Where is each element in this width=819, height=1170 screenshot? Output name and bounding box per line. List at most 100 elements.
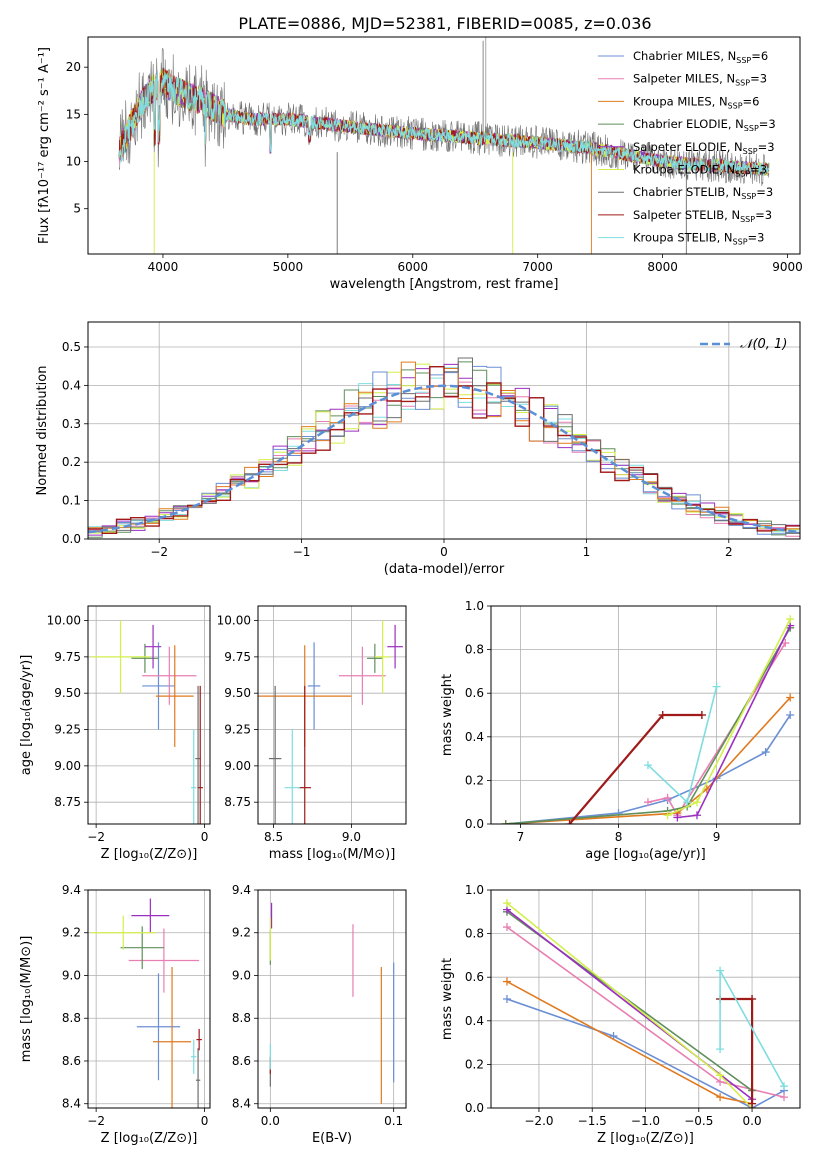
axes-frame (87, 605, 211, 825)
y-tick-label: 0.0 (465, 817, 484, 831)
x-axis-label: mass [log₁₀(M/M⊙)] (269, 847, 396, 862)
y-tick-label: 10.00 (47, 614, 81, 628)
y-tick-label: 0.0 (62, 532, 81, 546)
legend-label-text: Salpeter ELODIE, N (633, 140, 743, 154)
legend-label-value: =3 (750, 72, 767, 86)
x-tick-label: −2 (87, 830, 105, 844)
plot-area (90, 898, 202, 1108)
y-tick-label: 8.4 (232, 1097, 251, 1111)
legend-label-text: Chabrier STELIB, N (633, 185, 741, 199)
y-tick-label: 9.25 (224, 723, 251, 737)
plot-area (269, 902, 395, 1104)
mass-weight-marker (786, 711, 795, 719)
y-tick-label: 8.75 (54, 795, 81, 809)
y-tick-label: 5 (73, 202, 81, 216)
mass-weight-marker (693, 798, 701, 807)
x-tick-label: 5000 (273, 260, 304, 274)
legend-label-sub: SSP (733, 238, 748, 247)
y-tick-label: 0.2 (465, 773, 484, 787)
legend-label: Chabrier STELIB, NSSP=3 (633, 185, 773, 201)
y-tick-label: 0.6 (465, 686, 484, 700)
mass-weight-marker (614, 809, 623, 818)
axes-frame (257, 605, 407, 825)
y-tick-label: 9.00 (224, 759, 251, 773)
y-tick-label: 9.50 (224, 686, 251, 700)
x-tick-label: −2.0 (524, 1114, 553, 1128)
gaussian-curve (88, 384, 800, 534)
plot-area (118, 37, 770, 254)
mass-weight-line (505, 627, 791, 824)
y-tick-label: 10 (66, 155, 81, 169)
y-tick-label: 9.50 (54, 686, 81, 700)
plot-area (501, 615, 795, 824)
x-tick-label: 4000 (148, 260, 179, 274)
x-tick-label: 0.0 (261, 1114, 280, 1128)
mass-weight-marker (761, 748, 770, 757)
legend-label-text: Salpeter MILES, N (633, 72, 735, 86)
x-tick-label: −2 (87, 1114, 105, 1128)
y-axis-label: Normed distribution (35, 366, 50, 496)
y-tick-label: 9.4 (62, 883, 81, 897)
mass-weight-marker (565, 820, 574, 824)
y-tick-label: 8.4 (62, 1097, 81, 1111)
y-tick-label: 0.8 (465, 643, 484, 657)
legend-label-text: Chabrier ELODIE, N (633, 117, 744, 131)
panel-ebv-mass: 0.0 0.1 8.4 8.6 8.8 9.0 9.2 9.4 E(B-V) (232, 883, 407, 1146)
axes-frame (87, 321, 801, 540)
y-axis-label: mass [log₁₀(M/M⊙)] (19, 936, 34, 1063)
legend-label: Kroupa ELODIE, NSSP=3 (633, 163, 767, 179)
plot-area (90, 620, 203, 824)
x-axis-label: age [log₁₀(age/yr)] (585, 847, 706, 862)
y-tick-label: 20 (66, 60, 81, 74)
y-tick-label: 0.4 (465, 1014, 484, 1028)
y-tick-label: 8.75 (224, 795, 251, 809)
mass-weight-marker (712, 682, 721, 691)
y-tick-label: 9.00 (54, 759, 81, 773)
x-tick-label: 0 (201, 830, 209, 844)
x-axis-label: Z [log₁₀(Z/Z⊙)] (101, 847, 198, 862)
x-axis-label: wavelength [Angstrom, rest frame] (330, 277, 559, 292)
y-tick-label: 0.4 (62, 378, 81, 392)
legend-label: 𝒩(0, 1) (740, 337, 787, 352)
panel-age-massweight: 7 8 9 0.0 0.2 0.4 0.6 0.8 1.0 age [log₁₀(age/yr)]… (440, 599, 801, 862)
x-tick-label: 9000 (772, 260, 803, 274)
panel-residuals: −2 −1 0 1 2 0.0 0.1 0.2 0.3 0.4 0.5 (data-model)/er… (35, 321, 801, 577)
legend-label-sub: SSP (735, 79, 750, 88)
y-axis-label: Flux [fλ10⁻¹⁷ erg cm⁻² s⁻¹ A⁻¹] (37, 47, 52, 244)
mass-weight-marker (643, 761, 652, 770)
histogram-step (88, 363, 800, 536)
mass-weight-marker (658, 711, 667, 719)
legend-label: Salpeter ELODIE, NSSP=3 (633, 140, 775, 156)
mass-weight-marker (502, 923, 511, 932)
x-tick-label: −1.0 (631, 1114, 660, 1128)
y-tick-label: 9.2 (62, 926, 81, 940)
panel-z-mass: −2 0 8.4 8.6 8.8 9.0 9.2 9.4 Z [log₁₀(Z/Z⊙)] mass… (19, 883, 211, 1146)
mass-weight-marker (716, 1045, 725, 1054)
panel-z-age: −2 0 8.75 9.00 9.25 9.50 9.75 10.00 Z [log₁₀(Z/Z… (19, 605, 211, 862)
legend-label: Salpeter MILES, NSSP=3 (633, 72, 767, 88)
panel-z-massweight: −2.0 −1.5 −1.0 −0.5 0.0 0.0 0.2 0.4 0.6 0.8 1.0 Z [… (440, 883, 801, 1146)
axes-frame (257, 889, 407, 1109)
legend-label-value: =3 (748, 231, 765, 245)
spectrum-line (118, 71, 770, 176)
mass-weight-marker (780, 1082, 789, 1091)
legend-label: Kroupa MILES, NSSP=6 (633, 94, 759, 110)
legend-label-sub: SSP (743, 147, 758, 156)
mass-weight-marker (673, 813, 682, 822)
legend-label-sub: SSP (735, 170, 750, 179)
x-axis-label: Z [log₁₀(Z/Z⊙)] (597, 1131, 694, 1146)
x-tick-label: −1 (293, 545, 311, 559)
x-tick-label: 7000 (522, 260, 553, 274)
x-tick-label: 8000 (647, 260, 678, 274)
mass-weight-marker (716, 1071, 725, 1080)
x-tick-label: 8.5 (264, 830, 283, 844)
y-tick-label: 0.5 (62, 340, 81, 354)
y-tick-label: 0.6 (465, 970, 484, 984)
x-tick-label: 6000 (397, 260, 428, 274)
y-tick-label: 1.0 (465, 883, 484, 897)
y-tick-label: 0.2 (465, 1057, 484, 1071)
mass-weight-marker (697, 711, 706, 719)
mass-weight-marker (502, 899, 511, 908)
x-tick-label: −2 (150, 545, 168, 559)
y-tick-label: 9.25 (54, 723, 81, 737)
